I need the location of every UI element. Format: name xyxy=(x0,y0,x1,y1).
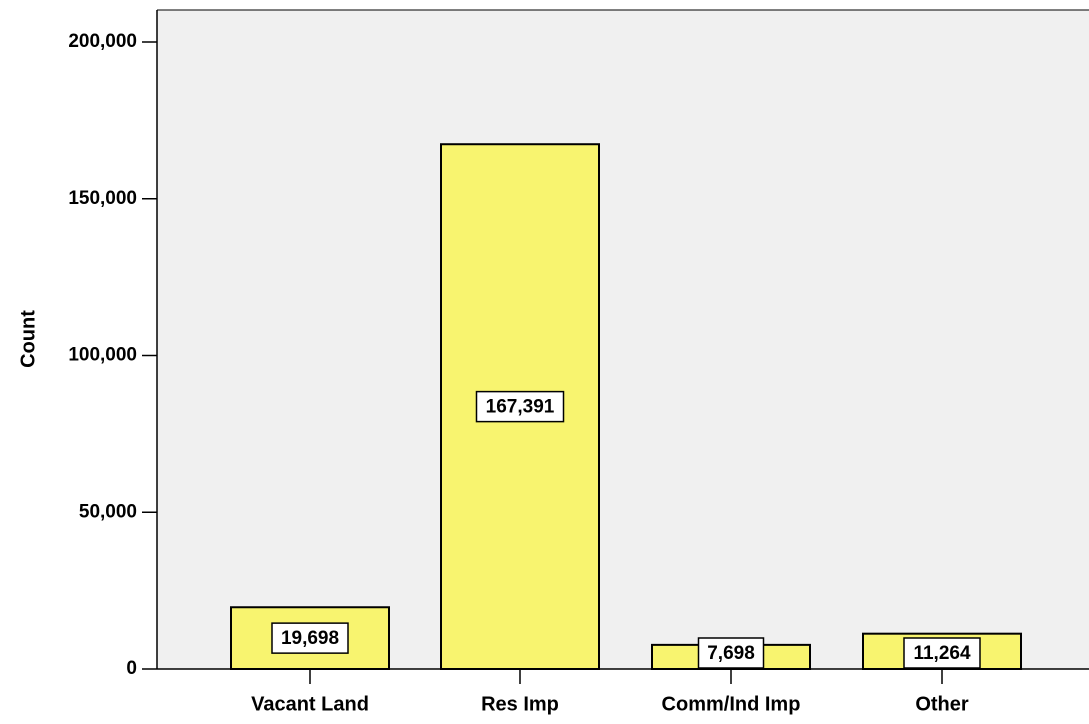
plot-background xyxy=(157,10,1089,669)
data-label-box xyxy=(271,622,349,654)
x-ticks-group: Vacant Land Res Imp Comm/Ind Imp Other xyxy=(251,669,969,715)
data-label: 167,391 xyxy=(486,397,555,418)
data-label-box xyxy=(697,637,765,669)
y-tick-label: 0 xyxy=(126,658,137,679)
y-tick-label: 200,000 xyxy=(68,31,137,52)
y-tick-label: 150,000 xyxy=(68,188,137,209)
y-ticks-group: 0 50,000 100,000 150,000 200,000 xyxy=(68,31,157,679)
y-tick-label: 100,000 xyxy=(68,345,137,366)
y-tick-label: 50,000 xyxy=(79,501,137,522)
data-label: 19,698 xyxy=(281,628,339,649)
x-tick-label: Res Imp xyxy=(481,693,559,715)
x-tick-label: Other xyxy=(915,693,969,715)
data-label: 7,698 xyxy=(707,643,755,664)
x-tick-label: Vacant Land xyxy=(251,693,369,715)
data-label-box xyxy=(475,390,565,423)
x-tick-label: Comm/Ind Imp xyxy=(662,693,801,715)
data-label-box xyxy=(903,637,981,669)
data-label: 11,264 xyxy=(913,643,970,664)
y-axis-title: Count xyxy=(17,310,39,368)
data-labels-group: 19,698 167,391 7,698 11,264 xyxy=(271,390,981,669)
